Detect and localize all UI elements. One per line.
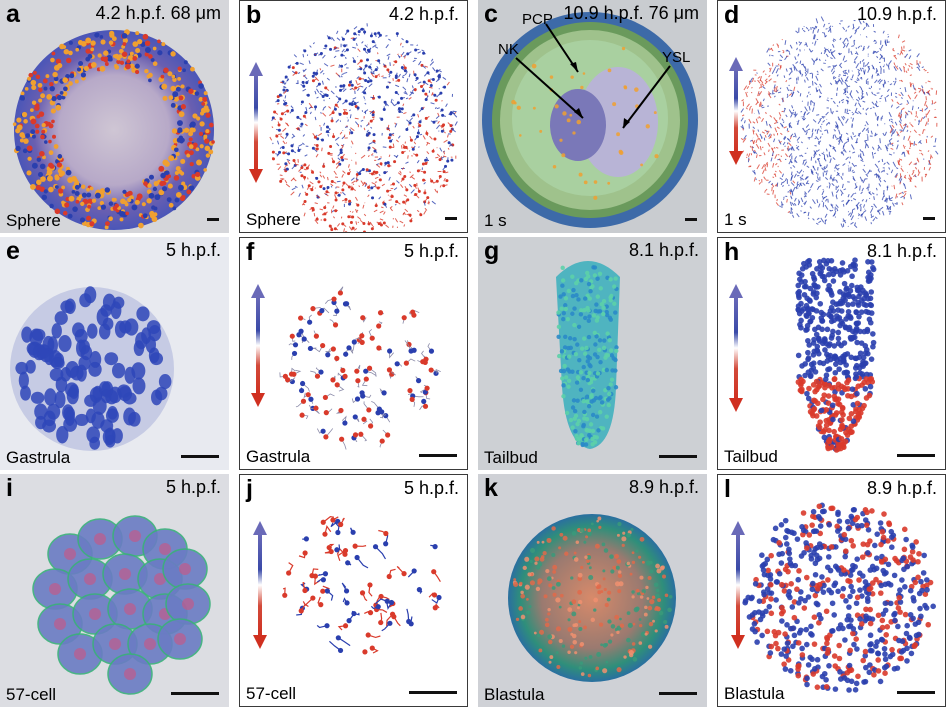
timepoint-label: 4.2 h.p.f. [388,4,459,24]
blastula-tracks [731,502,936,693]
panel-letter: b [246,1,262,29]
scale-bar [685,218,697,221]
stage-label: Blastula [724,684,785,703]
panel-f: f 5 h.p.f. Gastrula [239,237,468,470]
direction-gradient-arrow [734,296,738,400]
timepoint-label: 5 h.p.f. [403,241,459,261]
57-cell-tracks [253,516,442,655]
stage-label: Sphere [246,210,301,229]
panel-a: a 4.2 h.p.f. 68 μm Sphere [0,0,229,233]
panel-letter: e [6,237,20,265]
scale-bar [897,691,935,694]
timepoint-label: 8.9 h.p.f. [628,477,699,497]
direction-gradient-arrow [258,533,262,637]
panel-letter: j [246,475,253,503]
panel-i: i 5 h.p.f. 57-cell [0,474,229,707]
panel-letter: d [724,1,740,29]
ysl-label: YSL [662,49,691,66]
one-somite-embryo-image [482,12,698,228]
scale-bar [181,455,219,458]
stage-label: Tailbud [484,448,538,467]
timepoint-label: 10.9 h.p.f. 76 μm [563,3,699,23]
sphere-tracks [249,23,458,232]
stage-label: 1 s [484,211,507,230]
timepoint-label: 8.9 h.p.f. [866,478,937,498]
panel-c: c 10.9 h.p.f. 76 μm 1 s PCP NK YSL [478,0,707,233]
scale-bar [923,217,935,220]
stage-label: Sphere [6,211,61,230]
direction-gradient-arrow [736,533,740,637]
stage-label: 1 s [724,210,747,229]
blastula-image [508,514,676,682]
stage-label: 57-cell [246,684,297,703]
panel-e: e 5 h.p.f. Gastrula [0,237,229,470]
timepoint-label: 5 h.p.f. [165,240,221,260]
direction-gradient-arrow [734,69,738,153]
panel-letter: i [6,474,13,502]
scale-bar [419,454,457,457]
stage-label: Tailbud [724,447,778,466]
timepoint-label: 8.1 h.p.f. [628,240,699,260]
one-somite-tracks [729,16,939,228]
panel-l: l 8.9 h.p.f. Blastula [717,474,946,707]
gastrula-image [10,286,174,451]
timepoint-label: 5 h.p.f. [403,478,459,498]
pcp-label: PCP [522,11,553,28]
timepoint-label: 10.9 h.p.f. [856,4,937,24]
panel-k: k 8.9 h.p.f. Blastula [478,474,707,707]
panel-letter: l [724,475,731,503]
panel-letter: a [6,0,20,28]
scale-bar [409,691,457,694]
scale-bar [445,217,457,220]
stage-label: 57-cell [6,685,57,704]
panel-d: d 10.9 h.p.f. 1 s [717,0,946,233]
direction-gradient-arrow [254,74,258,171]
tailbud-image [556,261,620,449]
panel-letter: f [246,238,255,266]
timepoint-label: 5 h.p.f. [165,477,221,497]
panel-j: j 5 h.p.f. 57-cell [239,474,468,707]
scale-bar [897,454,935,457]
stage-label: Gastrula [6,448,71,467]
panel-h: h 8.1 h.p.f. Tailbud [717,237,946,470]
57-cell-image [32,515,211,695]
scale-bar [659,692,697,695]
nk-label: NK [498,41,519,58]
scale-bar [171,692,219,695]
panel-letter: c [484,0,498,28]
timepoint-label: 8.1 h.p.f. [866,241,937,261]
tailbud-tracks [729,257,877,453]
direction-gradient-arrow [256,296,260,395]
annotation-arrows [515,23,671,129]
panel-letter: k [484,474,498,502]
stage-label: Blastula [484,685,545,704]
sphere-embryo-image [12,29,215,230]
panel-b: b 4.2 h.p.f. Sphere [239,0,468,233]
panel-letter: h [724,238,740,266]
scale-bar [659,455,697,458]
stage-label: Gastrula [246,447,311,466]
panel-g: g 8.1 h.p.f. Tailbud [478,237,707,470]
timepoint-label: 4.2 h.p.f. 68 μm [95,3,221,23]
scale-bar [207,218,219,221]
panel-letter: g [484,237,500,265]
gastrula-tracks [251,284,441,450]
